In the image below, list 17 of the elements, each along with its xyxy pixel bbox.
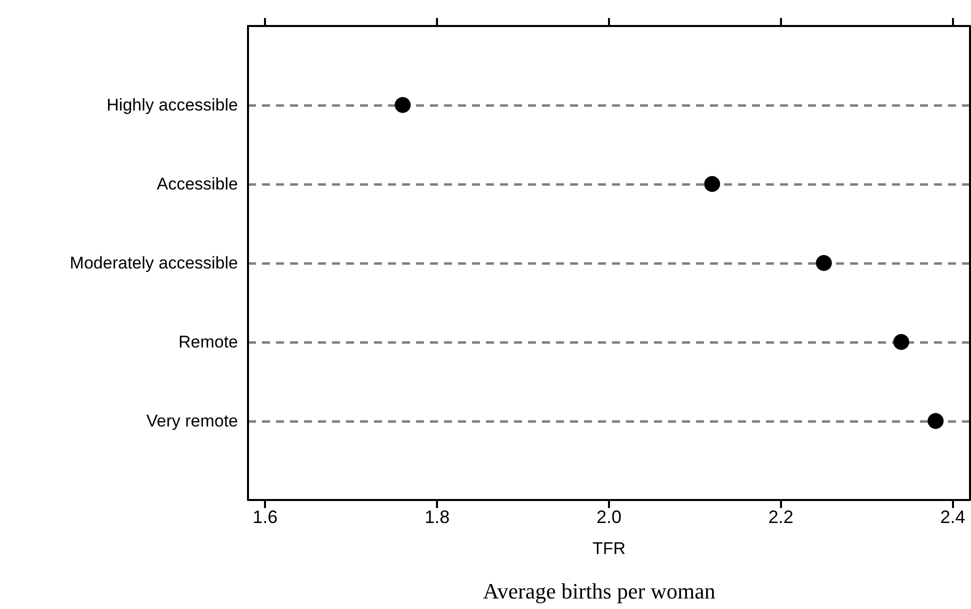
point (394, 97, 411, 113)
x-tick-label: 1.6 (252, 507, 278, 527)
y-tick-label: Remote (178, 332, 238, 352)
point (893, 334, 910, 350)
x-tick-label: 1.8 (424, 507, 450, 527)
point (928, 413, 944, 429)
point (704, 176, 720, 192)
x-tick-label: 2.0 (596, 507, 622, 527)
y-tick-label: Moderately accessible (70, 254, 238, 272)
x-tick-label: 2.2 (768, 507, 794, 527)
x-tick-label: 2.4 (940, 507, 966, 527)
y-tick-label: Very remote (146, 412, 238, 430)
point (816, 255, 832, 271)
y-tick-label: Accessible (156, 174, 238, 194)
text: Average births per woman (483, 578, 716, 604)
y-tick-label: Highly accessible (106, 96, 238, 114)
x-axis-title: TFR (592, 539, 626, 558)
